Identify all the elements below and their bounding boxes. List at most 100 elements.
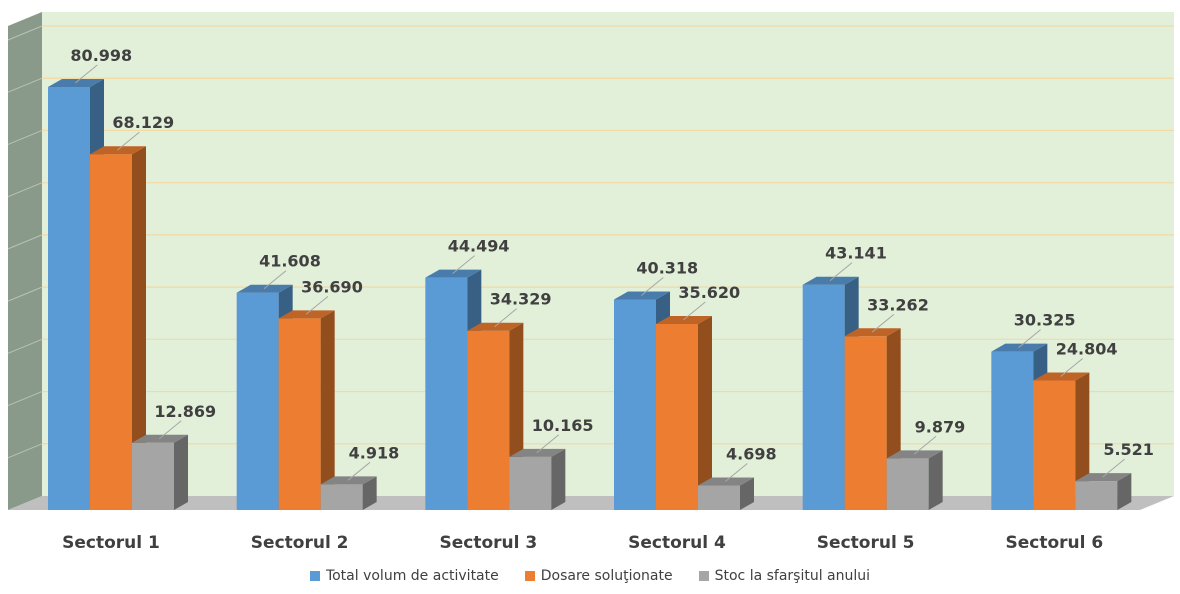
bar-front	[886, 458, 929, 510]
gridline-side	[7, 234, 43, 250]
category-label: Sectorul 1	[62, 533, 160, 553]
bar-front	[236, 292, 279, 510]
leader-line	[158, 420, 182, 440]
legend-label: Dosare soluţionate	[540, 568, 673, 584]
legend-item: Dosare soluţionate	[524, 568, 673, 584]
leader-line	[1018, 329, 1041, 349]
category-label: Sectorul 4	[628, 533, 726, 553]
legend-item: Total volum de activitate	[309, 568, 499, 584]
bar	[844, 328, 901, 510]
legend-label: Total volum de activitate	[325, 568, 499, 584]
data-label: 68.129	[112, 113, 174, 132]
legend-label: Stoc la sfarşitul anului	[714, 568, 871, 584]
bar	[132, 434, 188, 510]
data-label: 24.804	[1056, 339, 1118, 358]
leader-line	[494, 308, 517, 328]
legend-swatch	[698, 571, 709, 581]
category-label: Sectorul 5	[817, 533, 915, 553]
bar-side	[132, 146, 146, 511]
bar-front	[48, 87, 90, 511]
gridline-side	[7, 129, 43, 145]
bar-front	[844, 336, 887, 510]
data-label: 12.869	[154, 402, 216, 421]
gridline-side	[7, 391, 43, 407]
data-label: 4.918	[349, 443, 400, 462]
legend-swatch	[524, 571, 535, 581]
gridline-side	[7, 182, 43, 198]
bar-front	[509, 456, 552, 510]
leader-line	[116, 131, 140, 151]
leader-line	[305, 296, 329, 315]
leader-line	[74, 64, 98, 84]
gridline-side	[7, 443, 43, 459]
bar-front	[698, 485, 740, 510]
bar-front	[614, 299, 656, 510]
data-label: 9.879	[915, 417, 966, 436]
gridline-side	[7, 77, 43, 93]
bar-front	[802, 284, 845, 510]
bar	[1075, 473, 1132, 510]
data-label: 4.698	[726, 444, 777, 463]
leader-line	[263, 270, 287, 290]
leader-line	[1060, 358, 1083, 377]
bar-side	[1117, 473, 1132, 510]
bar-front	[467, 330, 510, 510]
bar-front	[991, 351, 1034, 510]
chart-plot: 80.998 68.129 12.869 Sectorul 1 41.608 36.690…	[7, 12, 1174, 553]
bar-front	[320, 484, 363, 510]
data-label: 33.262	[867, 295, 929, 314]
leader-line	[829, 262, 853, 282]
bar-side	[740, 477, 754, 510]
side-wall	[8, 12, 42, 510]
data-label: 5.521	[1103, 440, 1154, 459]
bar-side	[698, 315, 712, 510]
data-label: 80.998	[70, 46, 132, 65]
bar-front	[1075, 481, 1118, 510]
bar-front	[656, 323, 698, 510]
bar-side	[362, 476, 377, 510]
legend-swatch	[309, 571, 320, 581]
data-label: 30.325	[1014, 311, 1076, 330]
data-label: 35.620	[678, 283, 740, 302]
data-label: 43.141	[825, 244, 887, 263]
bar	[90, 146, 146, 511]
category-label: Sectorul 3	[439, 533, 537, 553]
bar	[509, 448, 566, 510]
leader-line	[347, 461, 371, 481]
data-label: 41.608	[259, 252, 321, 271]
bar-front	[132, 442, 174, 510]
data-label: 40.318	[636, 258, 698, 277]
gridline-side	[7, 286, 43, 302]
bar-side	[320, 310, 335, 510]
category-label: Sectorul 6	[1005, 533, 1103, 553]
gridline-side	[7, 338, 43, 354]
leader-line	[1102, 458, 1125, 478]
leader-line	[871, 313, 895, 333]
bar	[656, 315, 712, 510]
legend: Total volum de activitate Dosare soluţion…	[0, 568, 1180, 584]
bar-front	[425, 277, 468, 510]
data-label: 10.165	[532, 416, 594, 435]
leader-line	[640, 277, 664, 296]
leader-line	[536, 434, 559, 454]
leader-line	[682, 301, 706, 321]
category-label: Sectorul 2	[251, 533, 349, 553]
bar-front	[90, 154, 132, 511]
bar-side	[928, 450, 943, 510]
gridline-side	[7, 25, 43, 41]
leader-line	[724, 463, 748, 482]
bar-side	[174, 434, 188, 510]
data-label: 44.494	[448, 237, 510, 256]
bar	[320, 476, 377, 510]
data-label: 36.690	[301, 277, 363, 296]
bar-side	[551, 448, 566, 510]
bar-front	[278, 318, 321, 510]
bar	[278, 310, 335, 510]
leader-line	[913, 436, 937, 455]
legend-item: Stoc la sfarşitul anului	[698, 568, 871, 584]
data-label: 34.329	[490, 290, 552, 309]
bar	[886, 450, 943, 510]
bar-front	[1033, 380, 1076, 510]
bar	[698, 477, 754, 510]
